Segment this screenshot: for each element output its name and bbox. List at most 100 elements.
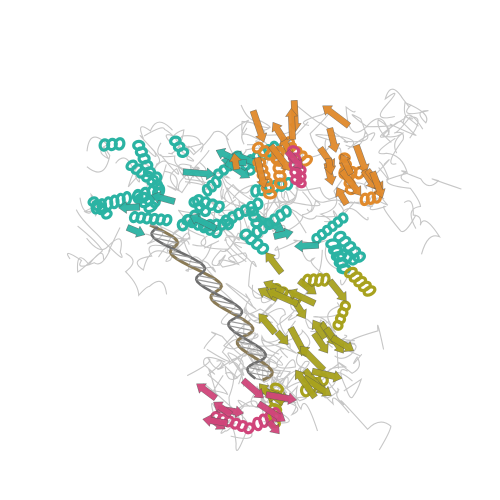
beta-strand <box>202 414 229 427</box>
beta-strand <box>287 288 317 307</box>
coil-segment <box>378 137 409 181</box>
beta-strand <box>327 278 347 302</box>
base-pair <box>149 224 158 228</box>
coil-segment <box>165 129 185 155</box>
beta-strand <box>118 201 141 214</box>
base-pair <box>248 371 270 378</box>
beta-strand <box>273 227 294 241</box>
beta-strand <box>271 121 288 143</box>
coil-segment <box>379 88 410 119</box>
base-pair <box>241 337 245 339</box>
beta-strand <box>294 239 320 253</box>
beta-strand <box>229 152 242 171</box>
coil-segment <box>218 249 248 268</box>
helix-turn <box>199 205 212 218</box>
cyan-domain <box>87 135 366 275</box>
helix-turn <box>362 285 377 297</box>
base-pair <box>154 229 165 233</box>
helix-turn <box>161 214 173 227</box>
beta-strand <box>326 127 341 153</box>
coil-segment <box>261 308 287 355</box>
coil-segment <box>403 200 441 255</box>
beta-strand <box>265 391 297 405</box>
coil-segment <box>203 356 226 397</box>
coil-segment <box>365 118 417 136</box>
helix-turn <box>143 201 158 214</box>
coil-segment <box>230 335 282 385</box>
coil-segment <box>294 103 369 148</box>
base-pair <box>229 320 252 327</box>
pink-domain <box>196 145 307 435</box>
beta-strand <box>266 287 300 308</box>
beta-strand <box>258 313 278 336</box>
base-pair <box>151 232 175 239</box>
coil-segment <box>224 236 249 263</box>
beta-strand <box>256 400 286 423</box>
helix-turn <box>295 177 307 189</box>
beta-strand <box>322 105 352 129</box>
coil-segment <box>333 324 385 350</box>
base-pair <box>255 377 263 381</box>
helix-turn <box>113 137 126 151</box>
base-pair <box>258 359 261 361</box>
coil-segment <box>211 232 247 267</box>
beta-strand <box>266 419 280 435</box>
coil-segment <box>276 310 298 359</box>
beta-strand <box>196 383 218 401</box>
coil-segment <box>328 353 363 375</box>
helix-turn <box>263 188 278 200</box>
coil-segment <box>225 283 273 324</box>
coil-segment <box>390 116 419 165</box>
beta-strand <box>274 329 289 345</box>
beta-strand <box>297 277 317 295</box>
base-pair <box>218 305 242 311</box>
helix-turn <box>243 422 255 435</box>
base-pair <box>228 325 253 332</box>
helix-turn <box>101 209 113 220</box>
beta-strand <box>189 213 218 232</box>
helix-turn <box>142 166 157 178</box>
base-pair <box>211 294 224 299</box>
beta-strand <box>257 286 279 302</box>
base-pair <box>237 340 256 346</box>
beta-strand <box>253 156 269 189</box>
coil-segment <box>283 190 344 220</box>
helix-turn <box>332 319 344 331</box>
helix-turn <box>352 251 366 263</box>
helix-turn <box>176 147 190 158</box>
helix-turn <box>273 177 288 190</box>
beta-strand <box>254 214 285 234</box>
coil-segment <box>67 227 121 267</box>
coil-segment <box>302 110 331 154</box>
coil-segment <box>238 201 264 239</box>
coil-segment <box>308 132 376 159</box>
base-pair <box>170 252 192 259</box>
coil-segment <box>86 136 111 173</box>
base-pair <box>171 248 177 252</box>
coil-segment <box>303 178 374 207</box>
beta-strand <box>352 143 370 174</box>
beta-strand <box>311 331 329 354</box>
beta-strand <box>301 374 332 397</box>
base-pair <box>153 237 178 244</box>
base-pair <box>253 363 269 368</box>
coil-segment <box>340 369 363 399</box>
base-pair <box>198 275 215 280</box>
beta-strand <box>294 369 318 400</box>
coil-segment <box>137 121 173 157</box>
coil-segment <box>124 252 168 297</box>
olive-domain <box>257 252 377 429</box>
coil-segment <box>225 119 261 158</box>
beta-strand <box>182 167 216 181</box>
coil-segment <box>217 332 259 371</box>
helix-turn <box>320 272 331 287</box>
coil-segment <box>263 200 289 231</box>
coil-segment <box>377 116 419 143</box>
beta-strand <box>338 153 355 176</box>
base-pair <box>196 278 222 285</box>
beta-strand <box>249 109 268 143</box>
base-pair <box>211 299 236 306</box>
beta-strand <box>265 252 285 275</box>
